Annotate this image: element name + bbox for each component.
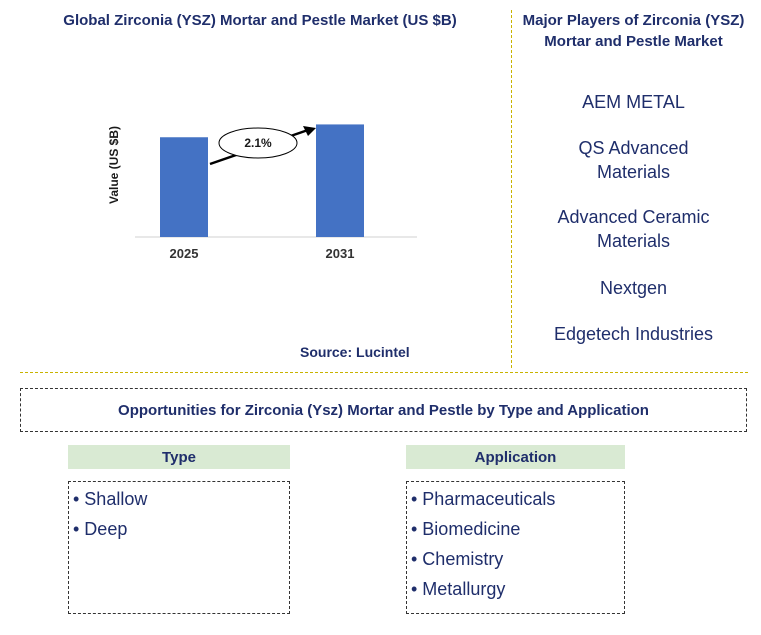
vertical-divider (511, 10, 512, 368)
application-item: • Metallurgy (411, 579, 506, 599)
type-item: • Deep (73, 519, 128, 539)
cagr-ellipse (218, 127, 298, 159)
y-axis-label: Value (US $B) (107, 126, 121, 204)
cagr-arrowhead-icon (303, 126, 316, 136)
application-list: • Pharmaceuticals • Biomedicine • Chemis… (406, 481, 625, 614)
x-tick-label: 2025 (170, 246, 199, 261)
player-item: QS Advanced Materials (578, 138, 689, 182)
players-title: Major Players of Zirconia (YSZ) Mortar a… (522, 12, 745, 50)
type-header: Type (68, 445, 290, 469)
player-item: Edgetech Industries (553, 324, 714, 344)
bar-2025 (160, 137, 208, 237)
bar-chart: Value (US $B) 2025 2031 2.1% (107, 124, 417, 261)
application-item: • Pharmaceuticals (411, 489, 556, 509)
application-item: • Chemistry (411, 549, 504, 569)
opportunities-title: Opportunities for Zirconia (Ysz) Mortar … (20, 388, 747, 432)
player-item: AEM METAL (582, 92, 685, 112)
player-item: Advanced Ceramic Materials (557, 207, 710, 251)
chart-title: Global Zirconia (YSZ) Mortar and Pestle … (63, 12, 457, 29)
player-item: Nextgen (599, 278, 668, 298)
application-header: Application (406, 445, 625, 469)
horizontal-divider (20, 372, 748, 373)
type-list: • Shallow • Deep (68, 481, 290, 614)
source-label: Source: Lucintel (300, 344, 410, 360)
application-item: • Biomedicine (411, 519, 521, 539)
cagr-label: 2.1% (244, 136, 272, 150)
x-tick-label: 2031 (326, 246, 355, 261)
bar-2031 (316, 124, 364, 237)
type-item: • Shallow (73, 489, 148, 509)
